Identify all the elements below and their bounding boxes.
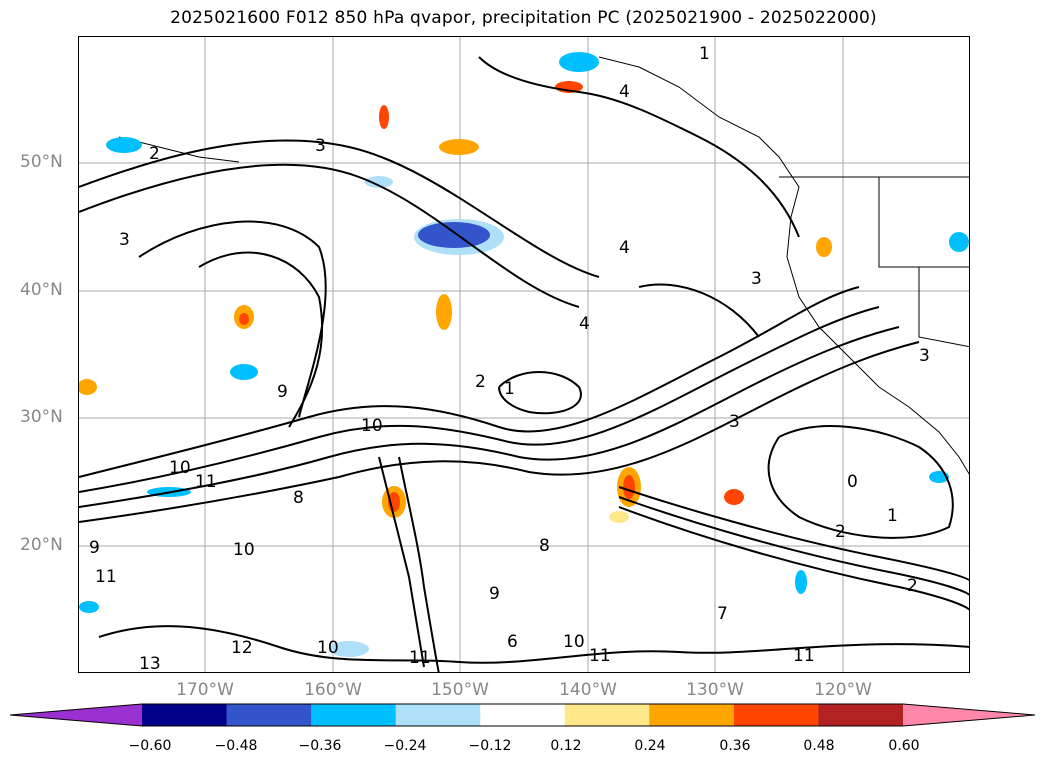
contour-label: 10 [169,458,191,478]
contour-label: 3 [919,346,930,366]
contour-label: 4 [619,82,630,102]
contour-label: 3 [729,412,740,432]
contour-label: 3 [315,136,326,156]
colorbar-tick: −0.48 [214,738,258,754]
contour-label: 11 [195,472,217,492]
contour-label: 11 [793,646,815,666]
contour-label: 11 [409,648,431,668]
contour-label: 9 [489,584,500,604]
colorbar-tick: −0.12 [468,738,512,754]
contour-label: 12 [231,638,253,658]
contour-label: 3 [751,269,762,289]
contour-label: 9 [89,538,100,558]
contour-label: 10 [563,632,585,652]
precip-shading [79,52,969,657]
contour-label: 11 [95,567,117,587]
contour-label: 10 [361,416,383,436]
colorbar-tick: −0.36 [298,738,342,754]
map-canvas: 3 2 1 4 4 1 3 4 3 2 3 9 10 11 10 8 9 10 … [79,37,969,673]
colorbar-tick: −0.60 [128,738,172,754]
map-title: 2025021600 F012 850 hPa qvapor, precipit… [170,8,877,28]
contour-label: 7 [717,604,728,624]
colorbar-tick: 0.24 [634,738,666,754]
colorbar-min-extend [10,704,142,726]
lon-label-160w: 160°W [304,680,362,700]
lat-label-50n: 50°N [20,152,63,172]
lat-label-20n: 20°N [20,535,63,555]
contour-label: 13 [139,654,161,673]
lon-label-170w: 170°W [176,680,234,700]
colorbar-max-extend [903,704,1035,726]
contour-label: 1 [504,379,515,399]
qvapor-contours [79,56,969,672]
colorbar-cell [311,704,397,726]
contour-label: 6 [507,632,518,652]
colorbar-tick: 0.36 [719,738,751,754]
colorbar-cell [649,704,735,726]
lat-label-30n: 30°N [20,407,63,427]
coastlines [118,56,969,475]
contour-label: 9 [277,382,288,402]
lon-label-150w: 150°W [431,680,489,700]
contour-label: 1 [699,44,710,64]
colorbar-cells [142,704,904,726]
lon-label-120w: 120°W [814,680,872,700]
contour-label: 3 [119,230,130,250]
contour-label: 2 [475,372,486,392]
colorbar-cell [395,704,481,726]
colorbar-cell [226,704,312,726]
colorbar-tick: 0.12 [550,738,582,754]
contour-label: 2 [907,576,918,596]
colorbar-cell [564,704,650,726]
colorbar-tick: −0.24 [383,738,427,754]
colorbar-cell [733,704,819,726]
colorbar-outline [10,703,1036,727]
contour-label: 2 [835,522,846,542]
contour-label: 11 [589,646,611,666]
contour-label: 1 [887,506,898,526]
gridlines [79,37,969,672]
colorbar-cell [818,704,904,726]
lon-label-140w: 140°W [559,680,617,700]
contour-label: 10 [317,638,339,658]
colorbar [10,703,1036,727]
contour-label: 2 [149,144,160,164]
contour-labels: 3 2 1 4 4 1 3 4 3 2 3 9 10 11 10 8 9 10 … [89,44,930,673]
lat-label-40n: 40°N [20,280,63,300]
colorbar-cell [142,704,228,726]
map-panel[interactable]: 3 2 1 4 4 1 3 4 3 2 3 9 10 11 10 8 9 10 … [78,36,970,673]
colorbar-cell [480,704,566,726]
colorbar-tick: 0.48 [803,738,835,754]
contour-label: 8 [539,536,550,556]
lon-label-130w: 130°W [686,680,744,700]
colorbar-tick: 0.60 [888,738,920,754]
contour-label: 10 [233,540,255,560]
contour-label: 0 [847,472,858,492]
contour-label: 4 [619,238,630,258]
contour-label: 4 [579,314,590,334]
contour-label: 8 [293,488,304,508]
